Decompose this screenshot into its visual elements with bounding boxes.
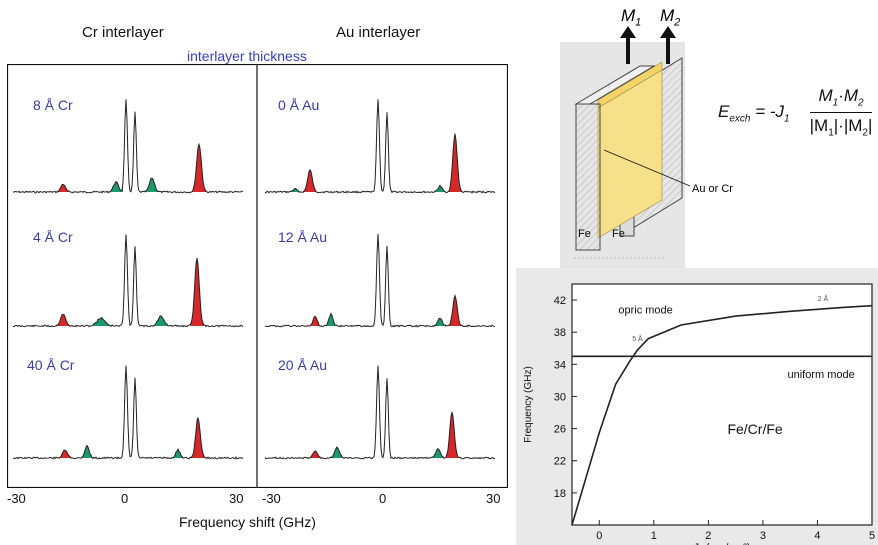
y-tick-label: 30	[554, 391, 566, 403]
series-line-0	[571, 304, 873, 526]
spectrum-trace	[264, 365, 496, 460]
spectrum-au-12	[264, 233, 496, 328]
fe-left-label: Fe	[578, 228, 591, 240]
spectrum-trace	[12, 99, 244, 194]
x-axis-label: J₁ (erg/cm²)	[694, 542, 751, 545]
panel-label-cr-40: 40 Å Cr	[27, 357, 75, 373]
y-tick-label: 18	[554, 488, 566, 500]
spectrum-au-20	[264, 365, 496, 460]
x-axis-title: Frequency shift (GHz)	[179, 514, 316, 530]
spectral-peak	[448, 295, 462, 326]
spectral-peak	[434, 185, 446, 193]
x-tick-left-0: 0	[121, 491, 129, 506]
spectra-frame	[7, 64, 508, 488]
spectrum-trace	[12, 234, 244, 328]
spectral-peak	[89, 317, 113, 327]
x-tick-label: 5	[869, 530, 875, 542]
spectrum-cr-8	[12, 99, 244, 194]
fe-cr-fe-label: Fe/Cr/Fe	[727, 421, 782, 437]
interlayer-thickness-label: interlayer thickness	[187, 48, 307, 64]
x-tick-left-30: 30	[229, 491, 244, 506]
spectral-peak	[56, 314, 70, 327]
x-tick-right-0: 0	[379, 491, 387, 506]
x-tick-label: 0	[596, 530, 602, 542]
panel-label-au-12: 12 Å Au	[278, 229, 328, 245]
spacer-label: Au or Cr	[692, 183, 733, 195]
y-tick-label: 42	[554, 295, 566, 307]
x-tick-label: 1	[651, 530, 657, 542]
x-tick-label: 2	[705, 530, 711, 542]
panel-label-au-0: 0 Å Au	[278, 97, 320, 113]
spectrum-trace	[264, 99, 496, 194]
moment-2-label: M2	[660, 6, 681, 29]
spectral-peak	[56, 184, 70, 193]
point-label: 5 Å	[632, 334, 643, 343]
x-tick-label: 4	[814, 530, 820, 542]
column-title-cr: Cr interlayer	[82, 24, 164, 41]
panel-label-cr-4: 4 Å Cr	[33, 229, 73, 245]
y-tick-label: 26	[554, 424, 566, 436]
y-axis-label: Frequency (GHz)	[523, 366, 534, 443]
fe-right-label: Fe	[612, 228, 625, 240]
spectrum-au-0	[264, 99, 496, 194]
spectrum-cr-4	[12, 234, 244, 328]
column-title-au: Au interlayer	[336, 24, 421, 41]
y-tick-label: 38	[554, 327, 566, 339]
point-label: 2 Å	[818, 294, 829, 303]
trilayer-schematic	[560, 26, 691, 270]
panel-label-au-20: 20 Å Au	[278, 357, 328, 373]
optic-mode-label: opric mode	[618, 305, 672, 317]
plot-area	[571, 283, 873, 526]
spectrum-cr-40	[12, 365, 244, 460]
spectrum-trace	[264, 233, 496, 328]
spectrum-trace	[12, 365, 244, 460]
uniform-mode-label: uniform mode	[787, 369, 854, 381]
x-tick-label: 3	[760, 530, 766, 542]
x-tick-left-neg30: -30	[7, 491, 26, 506]
spectral-peak	[432, 448, 444, 459]
x-tick-right-neg30: -30	[262, 491, 281, 506]
y-tick-label: 22	[554, 456, 566, 468]
panel-label-cr-8: 8 Å Cr	[33, 97, 73, 113]
x-tick-right-30: 30	[486, 491, 501, 506]
spectral-peak	[434, 318, 446, 327]
y-tick-label: 34	[554, 359, 566, 371]
moment-1-label: M1	[621, 6, 642, 29]
